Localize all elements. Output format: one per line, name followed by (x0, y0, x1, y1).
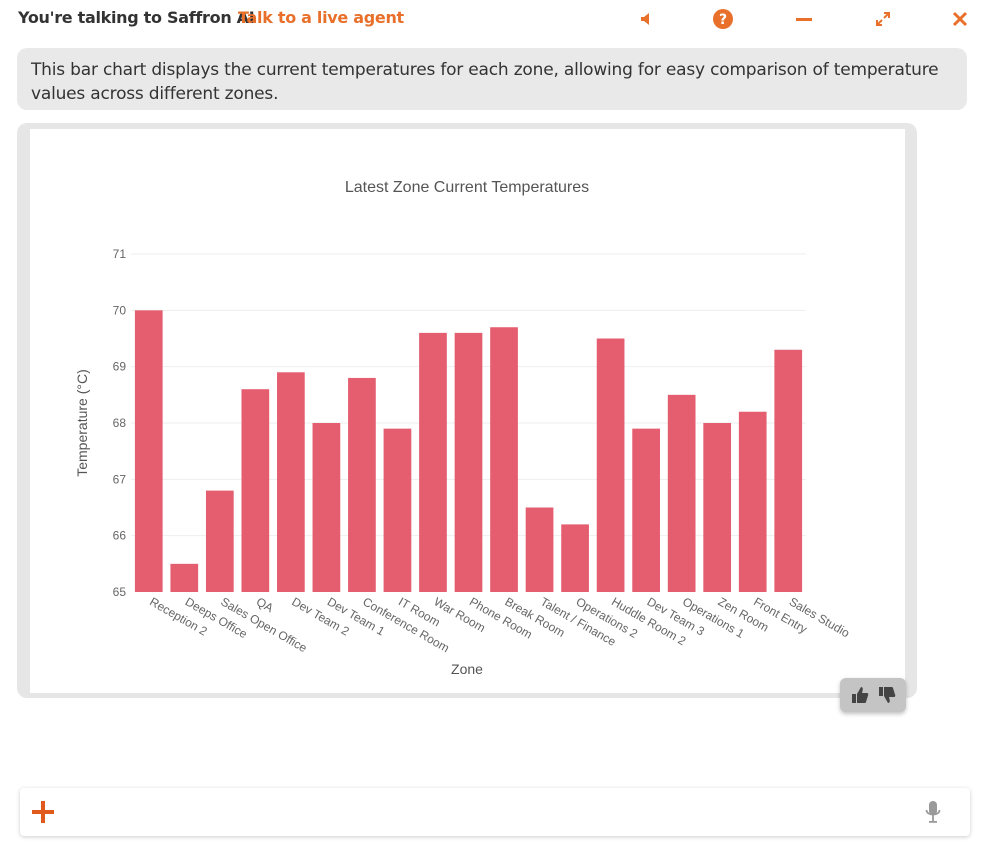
y-tick-label: 71 (113, 247, 127, 261)
bar (170, 563, 199, 592)
bar (703, 423, 732, 592)
bar (632, 428, 660, 592)
feedback-bar (840, 678, 906, 712)
bar (454, 332, 483, 592)
thumbs-up-icon[interactable] (849, 684, 871, 706)
y-tick-label: 69 (113, 360, 127, 374)
chat-input-bar (20, 788, 970, 836)
y-tick-label: 70 (113, 303, 127, 317)
bar (525, 507, 554, 592)
thumbs-down-icon[interactable] (876, 684, 898, 706)
bar (205, 490, 234, 592)
bar (490, 327, 518, 592)
bar (738, 411, 767, 592)
bar (241, 389, 270, 592)
bar (348, 377, 376, 592)
help-icon[interactable]: ? (711, 7, 735, 31)
x-axis-label: Zone (451, 661, 483, 677)
chat-title: You're talking to Saffron AI (18, 8, 255, 27)
bar (383, 428, 412, 592)
svg-text:?: ? (719, 12, 727, 28)
y-tick-label: 65 (113, 585, 127, 599)
microphone-icon[interactable] (921, 798, 945, 826)
y-tick-label: 67 (113, 472, 127, 486)
add-attachment-icon[interactable] (30, 799, 56, 825)
bot-message: This bar chart displays the current temp… (17, 48, 967, 110)
bar (596, 338, 625, 592)
close-icon[interactable] (948, 7, 972, 31)
minimize-icon[interactable] (792, 7, 816, 31)
speaker-icon[interactable] (634, 7, 658, 31)
bar (312, 423, 341, 592)
bar (134, 310, 163, 592)
y-tick-label: 68 (113, 416, 127, 430)
chart-card: 65 66 67 68 69 70 71 Reception 2 Deeps Office Sal… (17, 123, 917, 698)
bar (561, 524, 589, 592)
expand-icon[interactable] (871, 7, 895, 31)
chart-container: 65 66 67 68 69 70 71 Reception 2 Deeps Office Sal… (30, 129, 905, 693)
bar (774, 349, 803, 592)
y-tick-label: 66 (113, 529, 127, 543)
live-agent-link[interactable]: Talk to a live agent (238, 8, 404, 27)
bar (419, 332, 447, 592)
chat-header: You're talking to Saffron AI Talk to a l… (0, 0, 990, 38)
y-axis-label: Temperature (°C) (74, 369, 90, 477)
chart-title: Latest Zone Current Temperatures (345, 179, 589, 196)
message-input[interactable] (70, 798, 910, 826)
bar (667, 394, 696, 592)
bar (277, 372, 305, 592)
